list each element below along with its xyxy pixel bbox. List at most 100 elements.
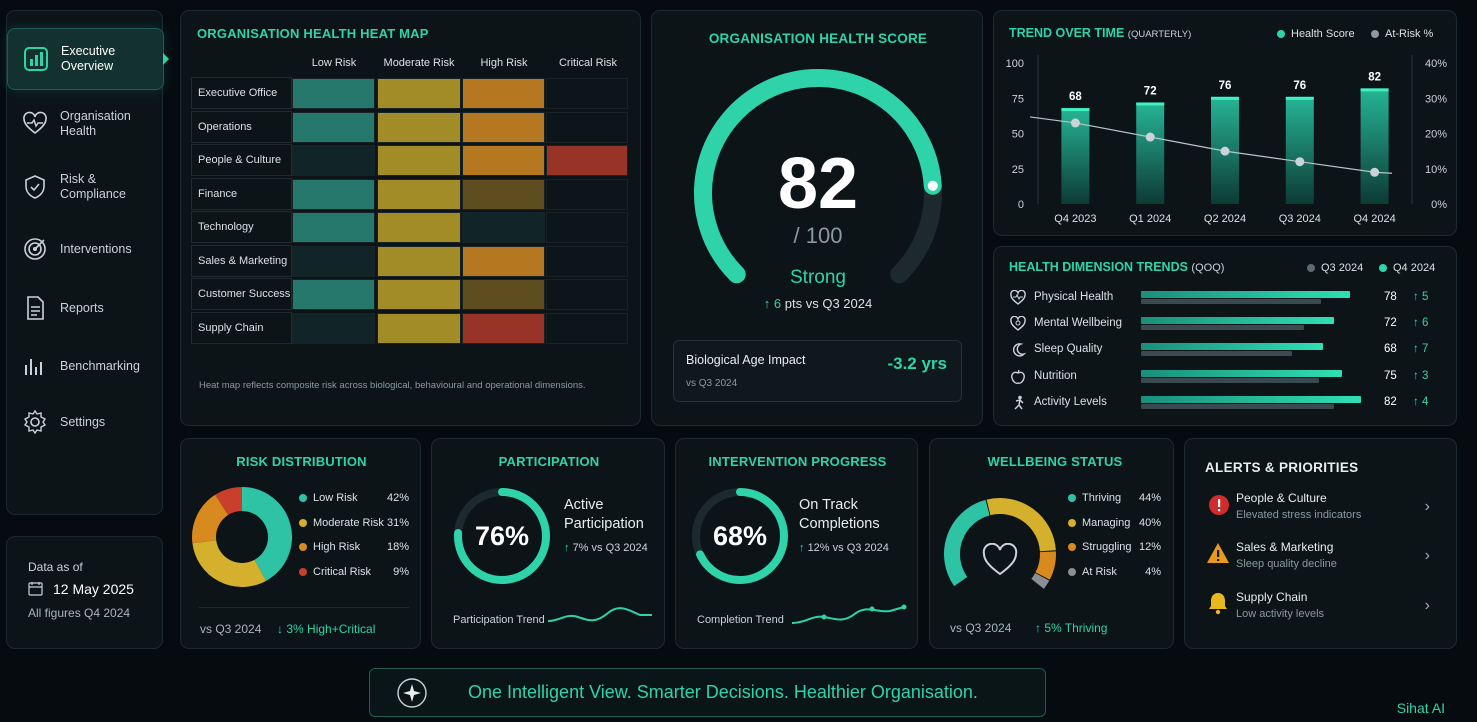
dimension-label: Sleep Quality — [1034, 343, 1103, 356]
alert-item-sales-marketing[interactable]: Sales & Marketing Sleep quality decline … — [1196, 539, 1446, 579]
dimension-value: 82 — [1384, 395, 1397, 408]
sidebar: Executive Overview Organisation Health R… — [6, 10, 169, 515]
heatmap-cell[interactable] — [462, 178, 545, 210]
dimension-row[interactable]: Activity Levels 82 ↑ 4 — [1010, 392, 1450, 414]
gauge-knob — [927, 180, 938, 191]
heatmap-cell[interactable] — [546, 245, 628, 277]
x-tick-label: Q4 2024 — [1353, 213, 1395, 225]
wellbeing-footer-right-text: 5% Thriving — [1044, 621, 1108, 635]
heatmap-cell[interactable] — [462, 312, 545, 344]
intervention-delta-text: 12% vs Q3 2024 — [807, 542, 889, 554]
shield-check-icon — [21, 173, 49, 201]
sidebar-item-risk-compliance[interactable]: Risk & Compliance — [7, 156, 164, 218]
y2-tick-label: 0% — [1431, 199, 1447, 211]
heatmap-cell[interactable] — [292, 178, 375, 210]
heatmap-cell[interactable] — [546, 279, 628, 310]
sidebar-item-label: Reports — [60, 300, 104, 315]
y-tick-label: 50 — [1012, 129, 1024, 141]
heatmap-cell[interactable] — [546, 212, 628, 243]
dimension-delta: ↑ 5 — [1413, 291, 1429, 303]
sidebar-item-interventions[interactable]: Interventions — [7, 218, 164, 280]
health-score-panel: ORGANISATION HEALTH SCORE 82 / 100 Stron… — [651, 10, 983, 426]
legend-label: At-Risk % — [1385, 28, 1434, 40]
risk-footer-right: ↓ 3% High+Critical — [277, 622, 376, 636]
heatmap-cell[interactable] — [292, 111, 375, 143]
dimension-row[interactable]: Mental Wellbeing 72 ↑ 6 — [1010, 313, 1450, 335]
health-score-delta-text: pts vs Q3 2024 — [784, 296, 873, 311]
heatmap-cell[interactable] — [292, 212, 375, 243]
heatmap-cell[interactable] — [377, 178, 461, 210]
heatmap-cell[interactable] — [462, 145, 545, 176]
heatmap-cell[interactable] — [546, 111, 628, 143]
heatmap-cell[interactable] — [546, 145, 628, 176]
intervention-panel: INTERVENTION PROGRESS 68% On Track Comple… — [675, 438, 918, 649]
heatmap-cell[interactable] — [546, 78, 628, 109]
heatmap-cell[interactable] — [292, 78, 375, 109]
intervention-label: On Track Completions — [799, 496, 880, 534]
dimension-label: Physical Health — [1034, 291, 1114, 303]
chevron-right-icon: › — [1424, 547, 1430, 564]
sidebar-item-executive-overview[interactable]: Executive Overview — [7, 28, 169, 90]
calendar-icon — [28, 581, 43, 601]
y2-tick-label: 40% — [1425, 58, 1447, 70]
heatmap-cell[interactable] — [377, 145, 461, 176]
wellbeing-footer-left: vs Q3 2024 — [950, 621, 1012, 635]
wellbeing-segment — [1031, 572, 1050, 589]
dimension-legend-q4: Q4 2024 — [1379, 262, 1435, 274]
wellbeing-segment — [986, 498, 1056, 552]
alert-item-supply-chain[interactable]: Supply Chain Low activity levels › — [1196, 589, 1446, 629]
dimension-bar-previous — [1141, 351, 1292, 357]
target-icon — [21, 235, 49, 263]
heatmap-cell[interactable] — [292, 312, 375, 344]
wellbeing-panel: WELLBEING STATUS Thriving 44% Managing 40% S… — [929, 438, 1174, 649]
y-tick-label: 0 — [1018, 199, 1024, 211]
legend-dot — [1371, 30, 1379, 38]
heatmap-cell[interactable] — [462, 78, 545, 109]
heart-icon — [1010, 289, 1026, 311]
heatmap-cell[interactable] — [546, 178, 628, 210]
risk-donut — [192, 487, 292, 587]
dimension-delta: ↑ 4 — [1413, 395, 1429, 408]
sidebar-item-organisation-health[interactable]: Organisation Health — [7, 93, 164, 155]
heatmap-row-label: Operations — [191, 110, 292, 143]
heatmap-cell[interactable] — [377, 111, 461, 143]
trend-title-text: TREND OVER TIME — [1009, 26, 1125, 40]
dimension-row[interactable]: Physical Health 78 ↑ 5 — [1010, 287, 1450, 309]
legend-value: 12% — [1138, 541, 1161, 554]
wellbeing-gauge — [944, 498, 1056, 589]
heatmap-cell[interactable] — [377, 245, 461, 277]
heatmap-cell[interactable] — [377, 212, 461, 243]
sidebar-item-label: Benchmarking — [60, 358, 140, 373]
sidebar-item-reports[interactable]: Reports — [7, 277, 164, 339]
heatmap-cell[interactable] — [292, 145, 375, 176]
dimension-row[interactable]: Sleep Quality 68 ↑ 7 — [1010, 339, 1450, 361]
intervention-ring — [692, 488, 788, 584]
heatmap-col-low: Low Risk — [311, 57, 357, 69]
heatmap-cell[interactable] — [462, 111, 545, 143]
bar-cap — [1136, 102, 1165, 106]
participation-title: PARTICIPATION — [498, 454, 600, 469]
heatmap-cell[interactable] — [462, 245, 545, 277]
sidebar-item-benchmarking[interactable]: Benchmarking — [7, 335, 164, 397]
heatmap-cell[interactable] — [292, 245, 375, 277]
risk-legend-item: Critical Risk 9% — [299, 566, 409, 578]
heatmap-cell[interactable] — [377, 312, 461, 344]
heatmap-cell[interactable] — [377, 279, 461, 310]
heatmap-cell[interactable] — [462, 279, 545, 310]
intervention-title: INTERVENTION PROGRESS — [708, 454, 887, 469]
heatmap-cell[interactable] — [292, 279, 375, 310]
dimension-value: 75 — [1384, 369, 1397, 382]
legend-label: Moderate Risk — [313, 516, 384, 529]
heatmap-cell[interactable] — [377, 78, 461, 109]
alert-item-people-culture[interactable]: People & Culture Elevated stress indicat… — [1196, 490, 1446, 530]
legend-label: Critical Risk — [313, 566, 372, 579]
health-score-status: Strong — [790, 267, 846, 288]
dimension-row[interactable]: Nutrition 75 ↑ 3 — [1010, 366, 1450, 388]
heart-brain-icon — [1010, 315, 1026, 337]
heatmap-cell[interactable] — [462, 212, 545, 243]
sidebar-item-settings[interactable]: Settings — [7, 391, 164, 453]
wellbeing-segment — [1035, 551, 1056, 580]
trend-legend-atrisk: At-Risk % — [1371, 28, 1433, 40]
heatmap-cell[interactable] — [546, 312, 628, 344]
y2-tick-label: 20% — [1425, 129, 1447, 141]
